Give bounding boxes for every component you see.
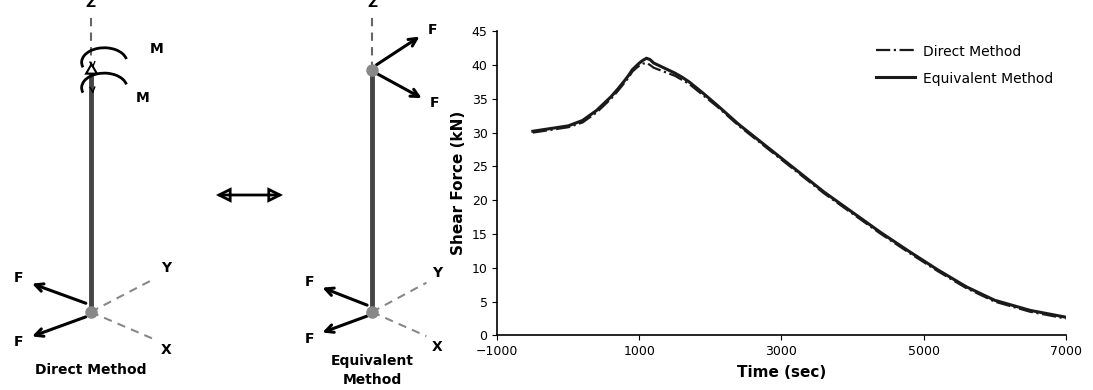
Text: F: F bbox=[304, 332, 314, 346]
Direct Method bbox=[633, 63, 646, 68]
Text: Z: Z bbox=[85, 0, 96, 10]
Equivalent Method bbox=[630, 64, 643, 69]
Equivalent Method bbox=[960, 284, 973, 289]
Text: Direct Method: Direct Method bbox=[35, 363, 146, 378]
Equivalent Method bbox=[576, 118, 589, 123]
Direct Method bbox=[622, 75, 635, 80]
Text: X: X bbox=[161, 343, 172, 357]
Direct Method bbox=[931, 269, 944, 273]
Direct Method bbox=[818, 191, 831, 196]
Direct Method bbox=[874, 232, 888, 236]
Direct Method bbox=[619, 80, 632, 84]
Text: Z: Z bbox=[367, 0, 377, 10]
Text: X: X bbox=[432, 340, 443, 354]
Legend: Direct Method, Equivalent Method: Direct Method, Equivalent Method bbox=[870, 38, 1059, 91]
Direct Method bbox=[712, 105, 725, 109]
Direct Method bbox=[682, 82, 696, 86]
Direct Method bbox=[846, 211, 859, 216]
Equivalent Method bbox=[626, 67, 639, 72]
Direct Method bbox=[903, 251, 916, 255]
Equivalent Method bbox=[682, 80, 696, 84]
Equivalent Method bbox=[644, 57, 657, 62]
Direct Method bbox=[1059, 316, 1072, 321]
Text: F: F bbox=[430, 96, 439, 110]
Direct Method bbox=[612, 89, 625, 93]
Direct Method bbox=[797, 174, 810, 179]
Direct Method bbox=[654, 68, 667, 73]
Equivalent Method bbox=[818, 190, 831, 195]
Direct Method bbox=[697, 93, 710, 98]
Equivalent Method bbox=[612, 86, 625, 91]
Equivalent Method bbox=[640, 56, 654, 60]
Equivalent Method bbox=[988, 298, 1001, 303]
Equivalent Method bbox=[846, 210, 859, 215]
Equivalent Method bbox=[527, 129, 540, 134]
Equivalent Method bbox=[633, 60, 646, 65]
Text: Equivalent
Method: Equivalent Method bbox=[330, 354, 413, 387]
Direct Method bbox=[636, 61, 649, 66]
Line: Direct Method: Direct Method bbox=[533, 63, 1066, 319]
Text: Y: Y bbox=[161, 261, 172, 275]
Equivalent Method bbox=[1024, 308, 1037, 313]
Text: M: M bbox=[137, 91, 150, 105]
Direct Method bbox=[576, 120, 589, 125]
Equivalent Method bbox=[661, 67, 674, 72]
Direct Method bbox=[647, 66, 660, 70]
Equivalent Method bbox=[775, 156, 788, 161]
Direct Method bbox=[988, 299, 1001, 304]
Text: F: F bbox=[427, 23, 437, 37]
Y-axis label: Shear Force (kN): Shear Force (kN) bbox=[451, 111, 466, 255]
Equivalent Method bbox=[1059, 315, 1072, 319]
Text: Y: Y bbox=[432, 266, 442, 280]
Direct Method bbox=[960, 286, 973, 291]
Equivalent Method bbox=[619, 78, 632, 82]
Equivalent Method bbox=[562, 124, 575, 128]
Direct Method bbox=[732, 124, 745, 128]
Direct Method bbox=[675, 78, 689, 82]
Equivalent Method bbox=[697, 91, 710, 96]
Equivalent Method bbox=[622, 73, 635, 78]
Direct Method bbox=[754, 140, 767, 145]
Equivalent Method bbox=[903, 249, 916, 254]
Direct Method bbox=[626, 69, 639, 74]
Equivalent Method bbox=[754, 139, 767, 144]
Equivalent Method bbox=[732, 122, 745, 127]
Direct Method bbox=[590, 110, 603, 115]
Text: F: F bbox=[304, 275, 314, 289]
Text: F: F bbox=[14, 271, 24, 285]
Equivalent Method bbox=[647, 60, 660, 65]
Direct Method bbox=[630, 66, 643, 71]
Equivalent Method bbox=[712, 103, 725, 108]
Equivalent Method bbox=[669, 71, 682, 75]
Direct Method bbox=[527, 130, 540, 135]
Text: M: M bbox=[150, 42, 164, 56]
Equivalent Method bbox=[675, 75, 689, 80]
Direct Method bbox=[640, 60, 654, 65]
Direct Method bbox=[562, 125, 575, 129]
Equivalent Method bbox=[931, 268, 944, 272]
Equivalent Method bbox=[590, 108, 603, 113]
Direct Method bbox=[775, 157, 788, 162]
Direct Method bbox=[604, 96, 618, 101]
Direct Method bbox=[661, 71, 674, 75]
Text: F: F bbox=[14, 335, 24, 349]
Equivalent Method bbox=[654, 64, 667, 69]
Equivalent Method bbox=[636, 58, 649, 63]
Direct Method bbox=[644, 63, 657, 67]
Direct Method bbox=[1024, 309, 1037, 314]
Equivalent Method bbox=[874, 230, 888, 235]
Equivalent Method bbox=[604, 94, 618, 99]
Direct Method bbox=[669, 73, 682, 78]
Equivalent Method bbox=[797, 173, 810, 177]
Line: Equivalent Method: Equivalent Method bbox=[533, 58, 1066, 317]
X-axis label: Time (sec): Time (sec) bbox=[737, 365, 826, 380]
